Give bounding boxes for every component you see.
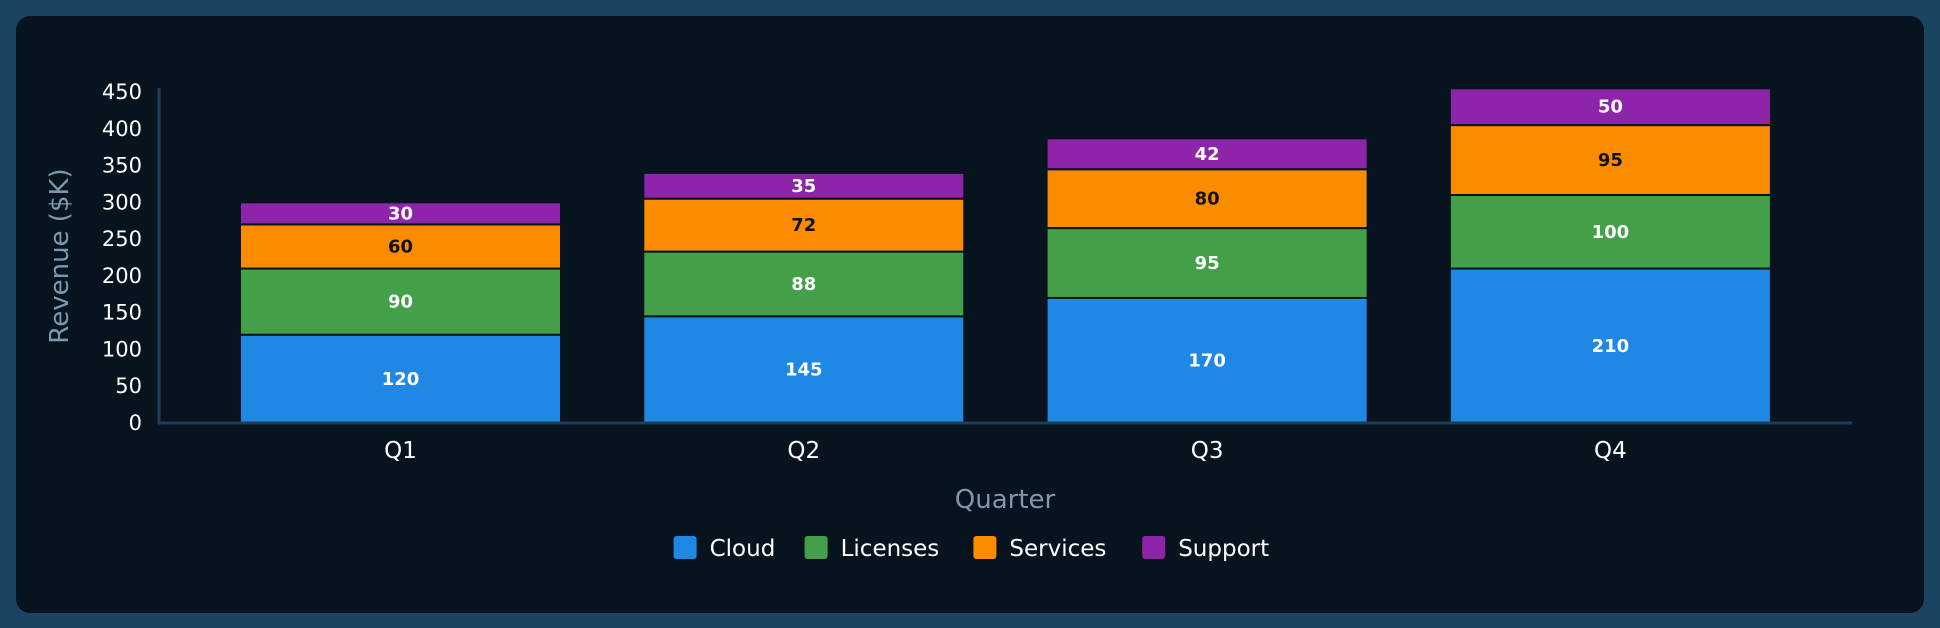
data-label: 30 [388, 203, 413, 224]
bar-stacks: 120 90 60 30 145 88 72 35 170 95 80 42 210 100 95 50 [239, 87, 1772, 425]
bar-segment-licenses-q4 [1448, 193, 1772, 270]
data-label: 80 [1195, 189, 1220, 210]
data-label: 60 [388, 236, 413, 257]
bar-segment-support-q2 [642, 171, 966, 200]
y-tick-label: 250 [102, 227, 142, 251]
legend-item-services: Services [973, 536, 1106, 562]
bar-segment-cloud-q4 [1448, 267, 1772, 424]
legend-swatch [973, 536, 997, 559]
bar-segment-services-q2 [642, 197, 966, 253]
data-label: 95 [1598, 150, 1623, 171]
y-tick-label: 400 [102, 117, 142, 141]
bar-segment-support-q4 [1448, 87, 1772, 127]
data-label: 42 [1195, 144, 1220, 165]
data-label: 120 [382, 369, 420, 390]
legend: Cloud Licenses Services Support [673, 536, 1269, 562]
y-tick-label: 0 [129, 411, 142, 435]
y-axis-ticks: 0 50 100 150 200 250 300 350 400 450 [102, 80, 142, 435]
y-tick-label: 350 [102, 154, 142, 178]
legend-swatch [1142, 536, 1166, 559]
data-label: 90 [388, 292, 413, 313]
data-label: 170 [1188, 350, 1226, 371]
bar-segment-services-q1 [239, 223, 562, 270]
data-label: 50 [1598, 97, 1623, 118]
bar-segment-support-q1 [239, 201, 562, 226]
data-label: 88 [791, 274, 816, 295]
bar-segment-licenses-q2 [642, 250, 966, 318]
x-tick-label: Q4 [1594, 438, 1627, 464]
bar-segment-cloud-q3 [1045, 296, 1369, 425]
legend-item-cloud: Cloud [673, 536, 776, 562]
bar-segment-services-q4 [1448, 124, 1772, 196]
y-tick-label: 150 [102, 301, 142, 325]
data-label: 210 [1592, 336, 1630, 357]
data-label: 72 [791, 215, 816, 236]
legend-item-licenses: Licenses [804, 536, 940, 562]
legend-swatch [673, 536, 697, 559]
y-tick-label: 100 [102, 337, 142, 361]
bar-segment-support-q3 [1045, 137, 1369, 171]
data-label: 35 [791, 176, 816, 197]
x-axis-categories: Q1 Q2 Q3 Q4 [384, 438, 1627, 464]
y-tick-label: 300 [102, 190, 142, 214]
data-label: 95 [1195, 253, 1220, 274]
legend-label: Cloud [710, 536, 776, 562]
y-axis-title: Revenue ($K) [45, 168, 75, 343]
bar-segment-licenses-q3 [1045, 227, 1369, 299]
x-tick-label: Q1 [384, 438, 417, 464]
x-tick-label: Q3 [1191, 438, 1224, 464]
x-axis-title: Quarter [955, 485, 1056, 515]
y-tick-label: 200 [102, 264, 142, 288]
bar-segment-cloud-q1 [239, 333, 562, 425]
legend-label: Licenses [841, 536, 940, 562]
legend-label: Support [1178, 536, 1269, 562]
y-tick-label: 50 [115, 374, 142, 398]
y-tick-label: 450 [102, 80, 142, 104]
data-label: 100 [1592, 222, 1630, 243]
legend-item-support: Support [1142, 536, 1269, 562]
legend-label: Services [1009, 536, 1106, 562]
x-tick-label: Q2 [787, 438, 820, 464]
bar-segment-services-q3 [1045, 168, 1369, 230]
legend-swatch [804, 536, 828, 559]
data-label: 145 [785, 360, 823, 381]
